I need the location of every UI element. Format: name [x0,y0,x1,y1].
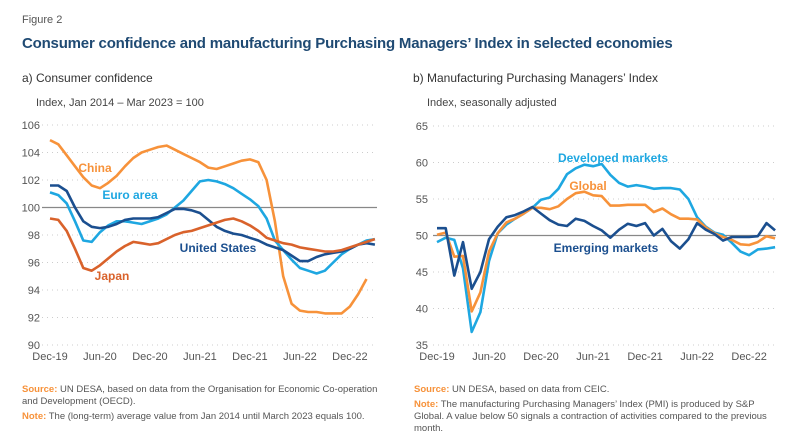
right-xtick-label: Jun-21 [576,351,610,363]
figure-label: Figure 2 [22,14,63,26]
left-label-japan: Japan [95,269,130,283]
left-xtick-label: Dec-19 [32,351,67,363]
left-ytick-label: 96 [28,258,40,270]
left-ytick-label: 106 [22,120,40,132]
left-ytick-label: 92 [28,313,40,325]
right-ytick-label: 40 [416,304,428,316]
left-ytick-label: 102 [22,175,40,187]
right-series-global [436,190,776,313]
right-xtick-label: Jun-22 [680,351,714,363]
left-chart-subtitle: a) Consumer confidence [22,71,153,85]
figure-title: Consumer confidence and manufacturing Pu… [22,35,673,52]
left-series-euro-area [49,178,376,275]
right-ytick-label: 50 [416,231,428,243]
left-series-japan [49,217,376,272]
right-series-developed-markets [436,162,776,334]
left-ytick-label: 90 [28,340,40,352]
right-chart-ylabel: Index, seasonally adjusted [427,97,557,109]
left-xtick-label: Jun-21 [183,351,217,363]
right-ytick-label: 35 [416,340,428,352]
right-source: Source: UN DESA, based on data from CEIC… [414,384,610,395]
right-chart-subtitle: b) Manufacturing Purchasing Managers’ In… [413,71,659,85]
left-ytick-label: 104 [22,148,40,160]
right-xtick-label: Dec-22 [731,351,766,363]
right-label-global: Global [569,179,606,193]
left-ytick-label: 98 [28,230,40,242]
left-ytick-label: 94 [28,285,40,297]
right-footnotes: Source: UN DESA, based on data from CEIC… [414,384,784,435]
left-xtick-label: Dec-20 [132,351,167,363]
right-label-emerging-markets: Emerging markets [554,241,659,255]
left-footnotes: Source: UN DESA, based on data from the … [22,384,392,423]
right-series-emerging-markets [437,205,776,291]
left-xtick-label: Jun-22 [283,351,317,363]
left-label-euro-area: Euro area [102,188,158,202]
left-note: Note: The (long-term) average value from… [22,411,365,422]
right-label-developed-markets: Developed markets [558,151,668,165]
right-xtick-label: Dec-20 [523,351,558,363]
left-ytick-label: 100 [22,203,40,215]
left-xtick-label: Dec-22 [332,351,367,363]
right-xtick-label: Dec-19 [419,351,454,363]
left-chart-ylabel: Index, Jan 2014 – Mar 2023 = 100 [36,97,204,109]
left-label-china: China [78,161,112,175]
left-series-china [49,138,368,315]
left-xtick-label: Dec-21 [232,351,267,363]
right-xtick-label: Dec-21 [627,351,662,363]
right-ytick-label: 55 [416,194,428,206]
left-label-united-states: United States [180,241,257,255]
right-ytick-label: 60 [416,158,428,170]
right-ytick-label: 65 [416,121,428,133]
right-xtick-label: Jun-20 [472,351,506,363]
right-note: Note: The manufacturing Purchasing Manag… [414,399,767,434]
right-ytick-label: 45 [416,267,428,279]
left-source: Source: UN DESA, based on data from the … [22,384,378,407]
left-xtick-label: Jun-20 [83,351,117,363]
